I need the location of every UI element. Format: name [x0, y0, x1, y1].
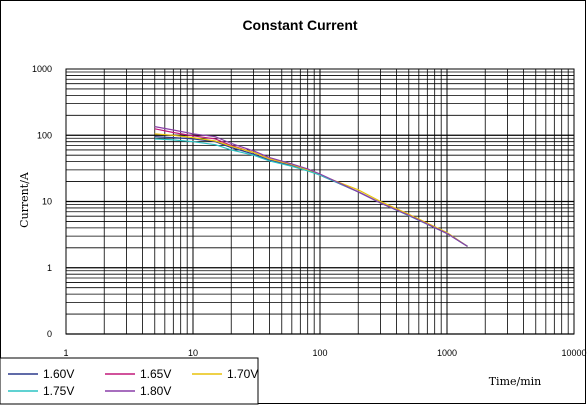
- y-tick-label: 10: [42, 197, 52, 207]
- legend-label: 1.60V: [43, 367, 74, 381]
- series-line-4: [154, 126, 468, 247]
- x-axis-label: Time/min: [489, 375, 542, 388]
- y-tick-label: 1: [47, 263, 52, 273]
- x-tick-label: 10000: [561, 348, 586, 358]
- grid: [65, 69, 574, 335]
- series-line-2: [154, 133, 468, 247]
- y-tick-label: 100: [37, 130, 52, 140]
- legend-label: 1.75V: [43, 384, 74, 398]
- chart-title: Constant Current: [242, 17, 357, 33]
- x-tick-label: 100: [312, 348, 327, 358]
- y-axis-label: Current/A: [18, 171, 31, 228]
- tick-labels: 1 10 100 1000 10000 0 1 10 100 1000: [32, 64, 587, 358]
- legend-label: 1.80V: [140, 384, 171, 398]
- legend-label: 1.70V: [227, 367, 258, 381]
- x-tick-label: 10: [188, 348, 198, 358]
- x-tick-label: 1: [63, 348, 68, 358]
- legend-label: 1.65V: [140, 367, 171, 381]
- y-tick-label: 1000: [32, 64, 52, 74]
- y-tick-label: 0: [47, 329, 52, 339]
- x-tick-label: 1000: [437, 348, 457, 358]
- legend-box: [0, 357, 259, 405]
- series-layer: [154, 126, 468, 247]
- legend: 1.60V 1.65V 1.70V 1.75V 1.80V: [8, 367, 258, 398]
